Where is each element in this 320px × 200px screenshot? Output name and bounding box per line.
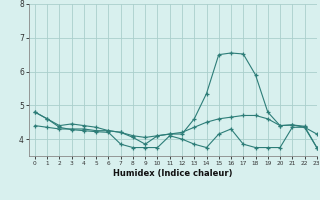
X-axis label: Humidex (Indice chaleur): Humidex (Indice chaleur): [113, 169, 233, 178]
